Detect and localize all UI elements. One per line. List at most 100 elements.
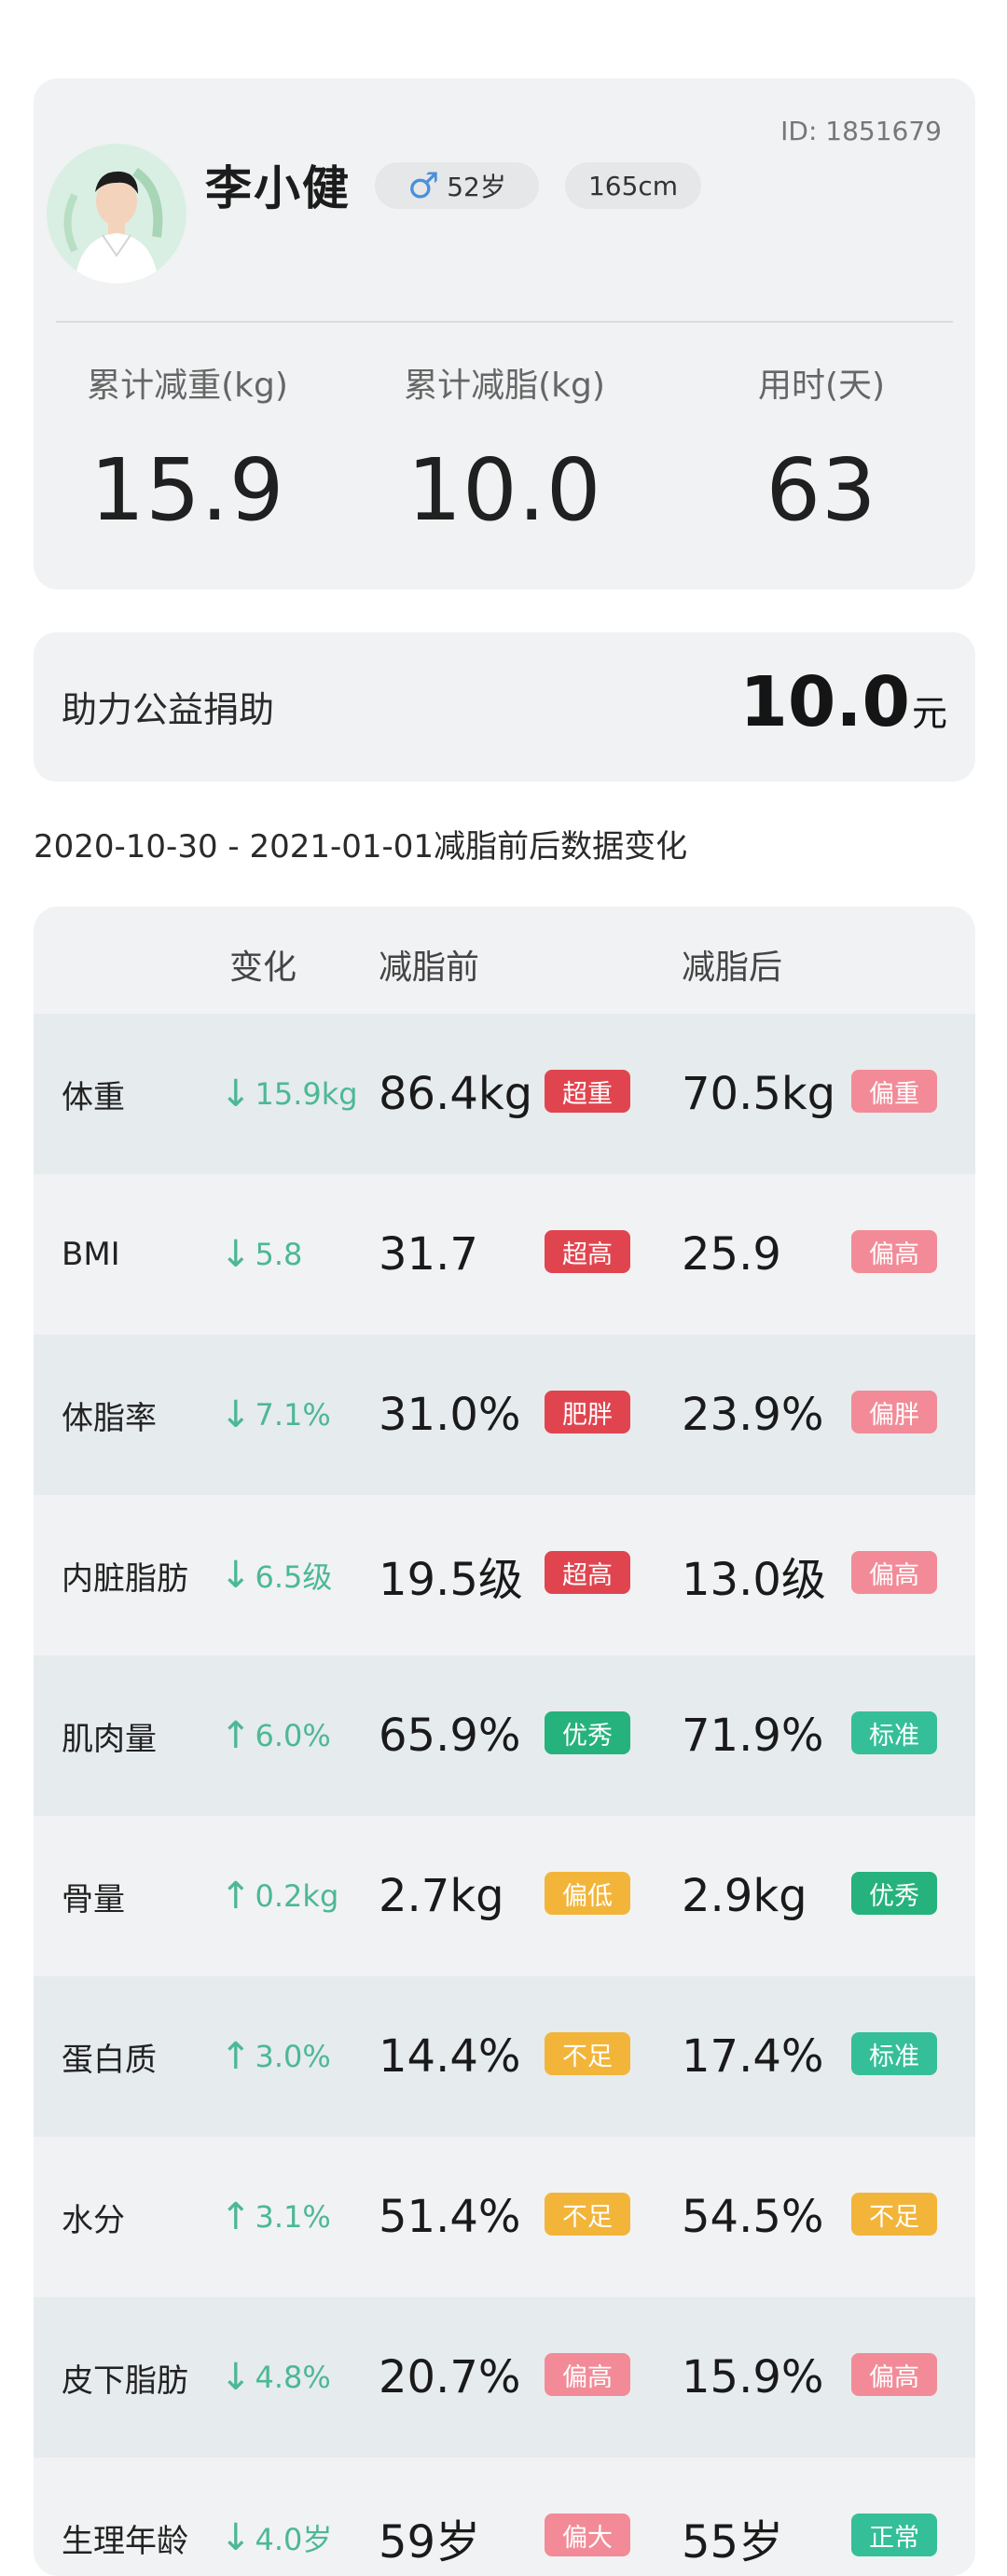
table-row: 水分 ↑ 3.1% 51.4% 不足 54.5% 不足: [34, 2137, 975, 2297]
after-value: 70.5kg: [682, 1068, 836, 1120]
stat-days: 用时(天) 63: [672, 358, 971, 540]
user-id: ID: 1851679: [780, 116, 942, 146]
after-value: 23.9%: [682, 1389, 824, 1441]
after-value: 25.9: [682, 1228, 781, 1281]
donation-unit: 元: [911, 693, 947, 734]
user-name: 李小健: [205, 161, 351, 215]
change-value: 7.1%: [255, 1397, 331, 1433]
before-value: 65.9%: [379, 1710, 521, 1762]
table-row: 肌肉量 ↑ 6.0% 65.9% 优秀 71.9% 标准: [34, 1655, 975, 1816]
change-value: 4.8%: [255, 2360, 331, 2395]
before-status-badge: 偏大: [545, 2514, 630, 2556]
before-status-badge: 肥胖: [545, 1391, 630, 1433]
table-row: 体重 ↓ 15.9kg 86.4kg 超重 70.5kg 偏重: [34, 1014, 975, 1174]
metric-change: ↑ 3.1%: [220, 2137, 331, 2297]
stat-value: 63: [766, 440, 877, 540]
metric-name: 皮下脂肪: [62, 2361, 188, 2400]
metric-name: 肌肉量: [62, 1720, 157, 1758]
donation-card[interactable]: 助力公益捐助 10.0元: [34, 632, 975, 782]
table-row: 体脂率 ↓ 7.1% 31.0% 肥胖 23.9% 偏胖: [34, 1335, 975, 1495]
table-row: 骨量 ↑ 0.2kg 2.7kg 偏低 2.9kg 优秀: [34, 1816, 975, 1976]
metric-change: ↓ 15.9kg: [220, 1014, 358, 1174]
change-value: 6.0%: [255, 1718, 331, 1753]
trend-arrow-icon: ↑: [220, 2195, 252, 2238]
after-value: 55岁: [682, 2516, 784, 2569]
table-row: 内脏脂肪 ↓ 6.5级 19.5级 超高 13.0级 偏高: [34, 1495, 975, 1655]
trend-arrow-icon: ↓: [220, 2516, 252, 2559]
before-status-badge: 偏低: [545, 1872, 630, 1915]
metric-name: 骨量: [62, 1880, 125, 1918]
after-value: 15.9%: [682, 2351, 824, 2403]
change-value: 15.9kg: [255, 1076, 358, 1112]
trend-arrow-icon: ↓: [220, 1073, 252, 1115]
before-value: 59岁: [379, 2516, 481, 2569]
trend-arrow-icon: ↓: [220, 2356, 252, 2399]
donation-label: 助力公益捐助: [62, 689, 275, 730]
metric-change: ↓ 7.1%: [220, 1335, 331, 1495]
avatar[interactable]: [47, 144, 186, 284]
before-value: 2.7kg: [379, 1870, 504, 1922]
header-after: 减脂后: [682, 949, 783, 987]
metric-change: ↑ 0.2kg: [220, 1816, 338, 1976]
table-row: 蛋白质 ↑ 3.0% 14.4% 不足 17.4% 标准: [34, 1976, 975, 2137]
metric-change: ↓ 5.8: [220, 1174, 302, 1335]
metric-change: ↓ 6.5级: [220, 1495, 332, 1655]
change-value: 6.5级: [255, 1559, 333, 1595]
after-status-badge: 不足: [851, 2193, 937, 2236]
after-value: 17.4%: [682, 2030, 824, 2083]
before-value: 86.4kg: [379, 1068, 533, 1120]
stat-value: 15.9: [90, 440, 285, 540]
stat-fat-loss: 累计减脂(kg) 10.0: [355, 358, 654, 540]
before-status-badge: 优秀: [545, 1711, 630, 1754]
before-value: 20.7%: [379, 2351, 521, 2403]
table-row: 生理年龄 ↓ 4.0岁 59岁 偏大 55岁 正常: [34, 2458, 975, 2576]
after-status-badge: 偏重: [851, 1070, 937, 1113]
metric-change: ↑ 3.0%: [220, 1976, 331, 2137]
trend-arrow-icon: ↓: [220, 1393, 252, 1436]
comparison-table: 变化 减脂前 减脂后 体重 ↓ 15.9kg 86.4kg 超重 70.5kg 偏重 BMI ↓…: [34, 907, 975, 2576]
after-status-badge: 优秀: [851, 1872, 937, 1915]
metric-name: 生理年龄: [62, 2522, 188, 2560]
after-value: 54.5%: [682, 2191, 824, 2243]
stat-label: 累计减脂(kg): [404, 367, 605, 405]
table-row: BMI ↓ 5.8 31.7 超高 25.9 偏高: [34, 1174, 975, 1335]
before-status-badge: 不足: [545, 2193, 630, 2236]
after-status-badge: 正常: [851, 2514, 937, 2556]
change-value: 4.0岁: [255, 2522, 333, 2557]
stat-weight-loss: 累计减重(kg) 15.9: [38, 358, 337, 540]
after-value: 71.9%: [682, 1710, 824, 1762]
profile-card: ID: 1851679 李小健 ♂ 52岁 165cm 累计减重(kg) 15.…: [34, 78, 975, 589]
age-label: 52岁: [447, 172, 506, 202]
before-status-badge: 不足: [545, 2032, 630, 2075]
change-value: 3.1%: [255, 2199, 331, 2235]
change-value: 3.0%: [255, 2039, 331, 2074]
period-title: 2020-10-30 - 2021-01-01减脂前后数据变化: [34, 828, 688, 866]
after-status-badge: 偏胖: [851, 1391, 937, 1433]
after-status-badge: 标准: [851, 1711, 937, 1754]
male-icon: ♂: [407, 165, 440, 206]
metric-change: ↓ 4.8%: [220, 2297, 331, 2458]
divider: [56, 321, 953, 323]
height-pill: 165cm: [565, 162, 701, 209]
before-value: 51.4%: [379, 2191, 521, 2243]
trend-arrow-icon: ↓: [220, 1233, 252, 1276]
before-value: 31.7: [379, 1228, 478, 1281]
trend-arrow-icon: ↓: [220, 1554, 252, 1597]
change-value: 5.8: [255, 1237, 303, 1272]
donation-amount: 10.0元: [739, 662, 947, 742]
before-status-badge: 偏高: [545, 2353, 630, 2396]
before-value: 19.5级: [379, 1554, 523, 1606]
before-value: 14.4%: [379, 2030, 521, 2083]
metric-name: 水分: [62, 2201, 125, 2239]
metric-name: 体重: [62, 1078, 125, 1116]
donation-value: 10.0: [739, 662, 910, 742]
metric-change: ↓ 4.0岁: [220, 2458, 332, 2576]
height-label: 165cm: [587, 170, 679, 201]
gender-age-pill: ♂ 52岁: [375, 162, 539, 209]
metric-name: BMI: [62, 1236, 120, 1273]
stat-label: 用时(天): [757, 367, 886, 405]
stat-value: 10.0: [407, 440, 602, 540]
metric-change: ↑ 6.0%: [220, 1655, 331, 1816]
after-value: 2.9kg: [682, 1870, 807, 1922]
before-value: 31.0%: [379, 1389, 521, 1441]
